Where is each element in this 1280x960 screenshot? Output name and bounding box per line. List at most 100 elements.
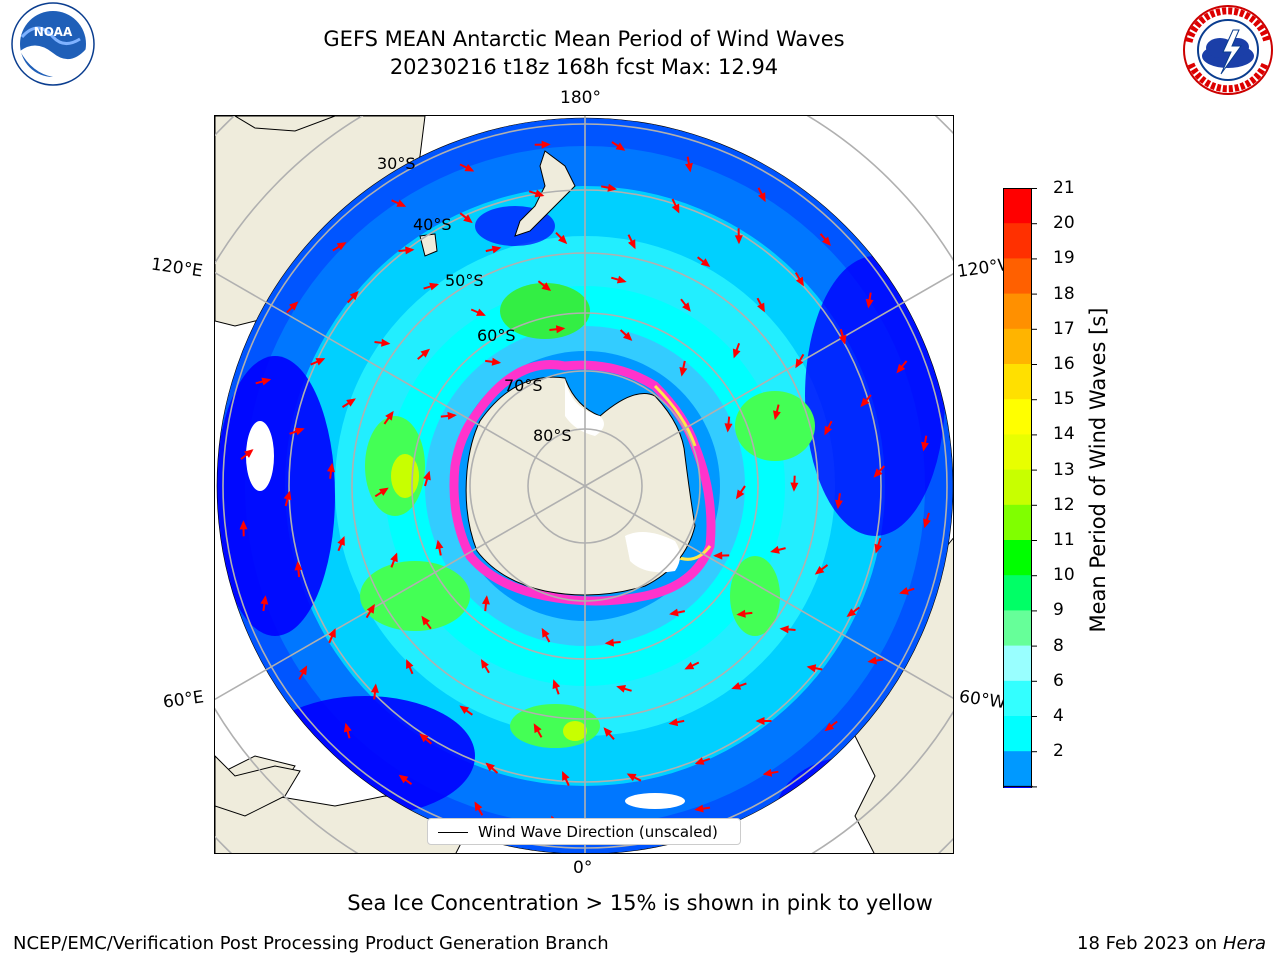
wave-direction-arrow (255, 377, 272, 386)
wave-direction-arrow (824, 720, 838, 732)
polar-map: 30°S 40°S 50°S 60°S 70°S 80°S (215, 116, 953, 853)
wave-direction-arrow (421, 615, 432, 630)
wave-direction-arrow (561, 771, 570, 787)
wave-direction-arrow (374, 338, 391, 347)
wave-direction-arrow (406, 659, 414, 675)
graticule (215, 116, 953, 853)
wave-direction-arrow (865, 292, 874, 309)
wave-direction-arrow (773, 404, 781, 421)
wave-direction-arrow (724, 416, 733, 433)
wave-direction-arrow (423, 282, 439, 291)
colorbar-tick-label: 9 (1053, 600, 1064, 621)
colorbar-tick-label: 8 (1053, 635, 1064, 656)
wave-direction-arrow (390, 552, 398, 568)
wave-direction-arrow (779, 625, 796, 634)
wave-direction-arrow (341, 398, 356, 408)
colorbar-tick-label: 19 (1053, 248, 1075, 269)
wave-direction-arrow (332, 242, 347, 252)
wave-direction-arrow (391, 199, 407, 207)
wave-direction-arrow (482, 595, 490, 612)
wave-direction-arrow (398, 774, 413, 786)
wave-direction-arrow (619, 329, 633, 341)
wave-direction-arrow (824, 420, 833, 436)
wave-direction-arrow (459, 163, 475, 172)
wave-direction-arrow (604, 638, 621, 647)
wave-direction-arrow (485, 762, 499, 774)
map-panel: 30°S 40°S 50°S 60°S 70°S 80°S (214, 115, 954, 854)
colorbar-tick-label: 17 (1053, 318, 1075, 339)
colorbar-tick-label: 20 (1053, 213, 1075, 234)
colorbar-bin (1003, 504, 1032, 541)
colorbar-bin (1003, 364, 1032, 400)
wave-direction-arrow (346, 290, 359, 304)
lon-label-60w: 60°W (957, 686, 1008, 714)
credit-date-text: 18 Feb 2023 on (1077, 933, 1218, 954)
wave-direction-arrow (440, 411, 457, 420)
wave-direction-arrow (294, 561, 303, 578)
wave-direction-arrow (534, 140, 551, 149)
map-legend: Wind Wave Direction (unscaled) (427, 818, 741, 845)
wave-direction-arrow (328, 628, 336, 644)
wave-direction-arrow (343, 722, 352, 739)
colorbar-tick-label: 12 (1053, 494, 1075, 515)
colorbar-tick-label: 11 (1053, 530, 1075, 550)
wave-direction-arrow (814, 564, 829, 575)
map-subtitle: 20230216 t18z 168h fcst Max: 12.94 (389, 55, 779, 79)
lon-label-180: 180° (560, 88, 601, 108)
colorbar-under-arrow (1002, 785, 1033, 816)
wave-direction-arrow (611, 275, 627, 284)
wave-direction-arrow (298, 665, 308, 680)
wave-direction-arrow (398, 246, 415, 255)
colorbar-bin (1003, 751, 1032, 787)
colorbar-bin (1003, 680, 1032, 717)
wave-direction-arrow (819, 233, 831, 246)
lon-label-60e: 60°E (161, 687, 206, 713)
latitude-labels: 30°S 40°S 50°S 60°S 70°S 80°S (377, 154, 572, 445)
colorbar-tick-label: 14 (1053, 424, 1075, 445)
wave-direction-arrow (669, 608, 685, 617)
colorbar-tick-label: 2 (1053, 741, 1064, 762)
lat-label-60s: 60°S (477, 326, 516, 345)
wave-direction-arrow (899, 587, 915, 595)
wave-direction-arrow (603, 727, 615, 740)
wave-direction-arrow (423, 470, 431, 487)
wave-direction-arrow (921, 435, 929, 452)
wave-direction-arrow (417, 348, 430, 360)
wave-direction-arrow (671, 198, 680, 214)
wave-direction-arrow (283, 490, 292, 507)
wave-direction-arrow (616, 685, 632, 693)
wave-direction-arrow (365, 603, 375, 619)
wind-wave-arrows (239, 140, 931, 831)
wave-direction-arrow (459, 212, 473, 224)
wave-direction-arrow (239, 520, 248, 537)
wave-direction-arrow (627, 234, 636, 250)
colorbar-bin (1003, 434, 1032, 471)
wave-direction-arrow (549, 325, 566, 334)
wave-direction-arrow (860, 394, 872, 408)
colorbar-tick-label: 4 (1053, 706, 1064, 726)
lat-label-40s: 40°S (413, 215, 452, 234)
wave-direction-arrow (790, 475, 799, 492)
colorbar-bin (1003, 328, 1032, 365)
colorbar-bin (1003, 575, 1032, 611)
wave-direction-arrow (736, 609, 753, 618)
wave-direction-arrow (755, 717, 772, 725)
wave-direction-arrow (611, 141, 626, 151)
wave-direction-arrow (806, 664, 823, 673)
colorbar-tick-label: 13 (1053, 459, 1075, 480)
wave-direction-arrow (838, 328, 847, 345)
colorbar-tick-label: 10 (1053, 565, 1075, 586)
wave-direction-arrow (684, 661, 700, 670)
colorbar-bin (1003, 293, 1032, 330)
wave-direction-arrow (874, 537, 883, 554)
noaa-logo-text: NOAA (34, 25, 73, 39)
wave-direction-arrow (731, 682, 747, 690)
map-title: GEFS MEAN Antarctic Mean Period of Wind … (323, 27, 845, 51)
land-new-zealand (514, 150, 576, 237)
lat-label-80s: 80°S (533, 426, 572, 445)
wave-direction-arrow (337, 536, 345, 552)
lon-label-120e: 120°E (149, 254, 204, 282)
colorbar-bin (1003, 258, 1032, 295)
credit-host: Hera (1222, 933, 1266, 954)
colorbar-svg (1002, 188, 1037, 816)
